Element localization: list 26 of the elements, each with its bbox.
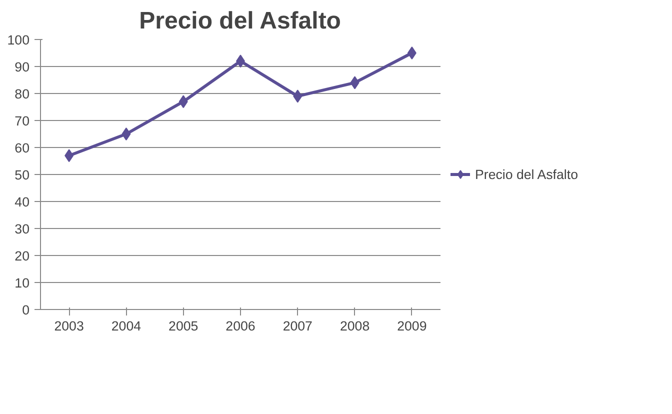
y-tick-label: 100 bbox=[7, 32, 30, 48]
x-tick-label: 2003 bbox=[54, 318, 84, 334]
x-tick-label: 2006 bbox=[226, 318, 256, 334]
y-tick-label: 20 bbox=[14, 248, 30, 264]
point bbox=[178, 95, 188, 108]
y-tick-label: 40 bbox=[14, 194, 30, 210]
y-tick-label: 90 bbox=[14, 60, 30, 74]
point bbox=[64, 149, 74, 162]
y-tick-label: 30 bbox=[14, 222, 30, 236]
point bbox=[350, 76, 360, 90]
y-tick-label: 0 bbox=[22, 302, 30, 318]
y-tick-label: 70 bbox=[14, 114, 30, 128]
y-tick-label: 80 bbox=[14, 86, 30, 102]
x-tick-label: 2009 bbox=[397, 318, 427, 334]
x-tick-label: 2004 bbox=[111, 318, 142, 334]
x-tick-label: 2007 bbox=[282, 318, 312, 334]
y-tick-label: 50 bbox=[14, 168, 30, 182]
point bbox=[293, 90, 302, 103]
point bbox=[122, 128, 131, 140]
legend-label: Precio del Asfalto bbox=[475, 166, 578, 182]
x-tick-label: 2005 bbox=[168, 318, 198, 334]
x-tick-label: 2008 bbox=[340, 318, 370, 334]
y-tick-label: 10 bbox=[14, 276, 30, 290]
point bbox=[407, 46, 416, 60]
y-tick-label: 60 bbox=[14, 140, 30, 156]
chart-title: Precio del Asfalto bbox=[139, 8, 341, 34]
